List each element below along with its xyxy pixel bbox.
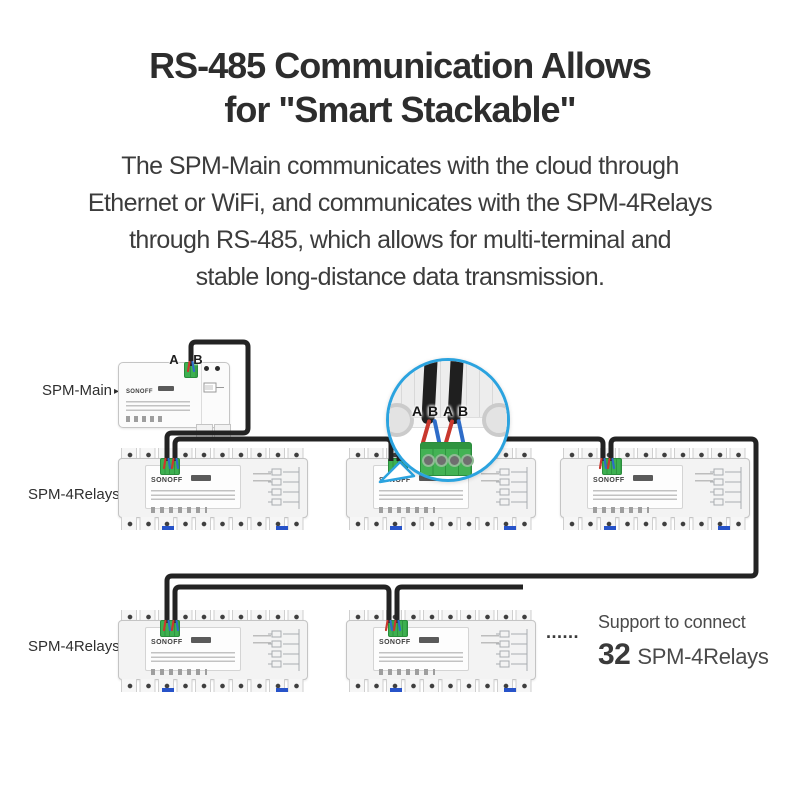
model-badge xyxy=(418,636,439,643)
page-title: RS-485 Communication Allows for "Smart S… xyxy=(20,44,780,132)
cert-icons xyxy=(593,507,649,513)
cert-icons xyxy=(151,669,207,675)
rs485-terminal-block xyxy=(160,620,180,637)
terminal-mark xyxy=(718,526,730,530)
terminal-screw xyxy=(435,454,448,467)
model-badge xyxy=(157,386,174,392)
spm-4relays-row2-label: SPM-4Relays▸ xyxy=(28,638,127,655)
support-text: Support to connect xyxy=(598,612,746,632)
terminal-mark xyxy=(162,688,174,692)
description-line-2: Ethernet or WiFi, and communicates with … xyxy=(87,189,713,217)
terminal-magnifier-callout: A B A B xyxy=(386,358,510,482)
spm-main-label: SPM-Main ▸ xyxy=(42,382,120,399)
indicator-labels xyxy=(481,635,499,647)
mount-hole xyxy=(482,403,507,437)
cert-icons xyxy=(379,669,435,675)
mount-hole xyxy=(389,403,414,437)
relay-schematic xyxy=(496,629,528,671)
rs485-terminal-block xyxy=(160,458,180,475)
spm-4relays-device-5: SONOFF xyxy=(346,610,536,692)
device-label-panel: SONOFF xyxy=(126,380,190,422)
model-badge xyxy=(190,636,211,643)
device-label-panel: SONOFF xyxy=(145,627,241,675)
green-terminal-block xyxy=(420,442,474,476)
title-line-1: RS-485 Communication Allows xyxy=(149,45,652,86)
page-description: The SPM-Main communicates with the cloud… xyxy=(30,148,770,296)
relay-schematic xyxy=(710,467,742,509)
ethernet-port-icon xyxy=(203,382,224,393)
description-line-1: The SPM-Main communicates with the cloud… xyxy=(121,152,679,180)
spm-4relays-device-4: SONOFF xyxy=(118,610,308,692)
arrow-icon: ▸ xyxy=(114,386,120,397)
device-body: SONOFF xyxy=(560,458,750,518)
mount-tab xyxy=(196,424,213,438)
device-body: SONOFF xyxy=(118,458,308,518)
terminal-mark xyxy=(276,526,288,530)
rs485-terminal-block xyxy=(388,620,408,637)
terminal-label-b: B xyxy=(427,403,439,419)
terminal-label-b: B xyxy=(457,403,469,419)
terminal-mark xyxy=(604,526,616,530)
relay-schematic xyxy=(268,467,300,509)
sonoff-logo: SONOFF xyxy=(151,639,183,646)
continuation-dots: ...... xyxy=(546,622,580,642)
spec-text-lines xyxy=(593,490,677,503)
spec-text-lines xyxy=(151,652,235,665)
relay-schematic xyxy=(496,467,528,509)
model-badge xyxy=(632,474,653,481)
support-count: 32 xyxy=(598,638,631,671)
title-line-2: for "Smart Stackable" xyxy=(224,89,576,130)
description-line-3: through RS-485, which allows for multi-t… xyxy=(129,226,671,254)
spm-4relays-row1-label: SPM-4Relays▸ xyxy=(28,486,127,503)
terminal-mark xyxy=(390,688,402,692)
device-body: SONOFF xyxy=(346,620,536,680)
cert-icons xyxy=(126,416,166,422)
terminal-label-b: B xyxy=(193,352,203,367)
support-note: Support to connect 32 SPM-4Relays xyxy=(598,612,769,672)
sonoff-logo: SONOFF xyxy=(151,477,183,484)
terminal-screw xyxy=(461,454,474,467)
rs485-terminal-block xyxy=(602,458,622,475)
spec-text-lines xyxy=(151,490,235,503)
mount-tab xyxy=(214,424,231,438)
terminal-mark xyxy=(504,526,516,530)
sonoff-logo: SONOFF xyxy=(126,389,153,395)
cert-icons xyxy=(151,507,207,513)
model-badge xyxy=(190,474,211,481)
terminal-label-a: A xyxy=(442,403,454,419)
sonoff-logo: SONOFF xyxy=(379,639,411,646)
relay-schematic xyxy=(268,629,300,671)
sonoff-logo: SONOFF xyxy=(593,477,625,484)
terminal-mark xyxy=(504,688,516,692)
spm-4relays-device-1: SONOFF xyxy=(118,448,308,530)
terminal-mark xyxy=(276,688,288,692)
indicator-labels xyxy=(253,635,271,647)
device-body: SONOFF xyxy=(118,620,308,680)
indicator-dot xyxy=(215,366,220,371)
terminal-label-a: A xyxy=(411,403,423,419)
spm-main-device: A B SONOFF xyxy=(118,350,231,440)
support-unit: SPM-4Relays xyxy=(637,644,769,669)
spm-4relays-device-3: SONOFF xyxy=(560,448,750,530)
terminal-screw xyxy=(448,454,461,467)
spec-text-lines xyxy=(379,652,463,665)
spec-text-lines xyxy=(126,401,190,413)
terminal-screw xyxy=(422,454,435,467)
terminal-label-a: A xyxy=(169,352,179,367)
indicator-dot xyxy=(204,366,209,371)
description-line-4: stable long-distance data transmission. xyxy=(195,263,605,291)
cert-icons xyxy=(379,507,435,513)
terminal-mark xyxy=(162,526,174,530)
terminal-mark xyxy=(390,526,402,530)
